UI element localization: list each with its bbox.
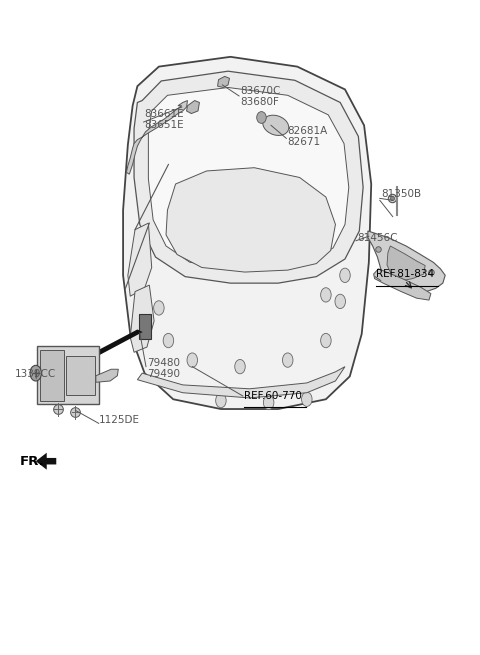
Text: 1339CC: 1339CC: [15, 369, 56, 379]
Polygon shape: [71, 329, 143, 367]
Polygon shape: [187, 100, 199, 113]
Polygon shape: [137, 367, 345, 398]
Text: 79480: 79480: [147, 358, 180, 368]
Text: 79490: 79490: [147, 369, 180, 379]
Polygon shape: [128, 223, 152, 296]
Polygon shape: [373, 269, 431, 300]
Polygon shape: [130, 285, 154, 352]
Bar: [66, 356, 96, 396]
Polygon shape: [387, 246, 425, 280]
Text: 83661E: 83661E: [144, 109, 184, 119]
Text: 83670C: 83670C: [240, 86, 280, 96]
Text: 82681A: 82681A: [288, 126, 328, 136]
Text: FR.: FR.: [20, 455, 44, 468]
Text: REF.60-770: REF.60-770: [244, 390, 302, 401]
Text: 83651E: 83651E: [144, 120, 184, 130]
Polygon shape: [166, 168, 336, 272]
Circle shape: [335, 294, 346, 309]
Polygon shape: [123, 57, 371, 409]
Circle shape: [340, 268, 350, 282]
Circle shape: [30, 365, 41, 381]
Text: 81350B: 81350B: [381, 189, 421, 199]
Text: REF.81-834: REF.81-834: [376, 269, 434, 279]
Bar: [39, 350, 64, 401]
Polygon shape: [126, 100, 188, 174]
Circle shape: [163, 333, 174, 348]
Text: 83680F: 83680F: [240, 97, 279, 107]
Bar: [139, 314, 151, 339]
Circle shape: [282, 353, 293, 367]
Polygon shape: [148, 88, 349, 267]
Circle shape: [264, 396, 274, 409]
Text: 82671: 82671: [288, 138, 321, 147]
Circle shape: [321, 288, 331, 302]
Ellipse shape: [257, 111, 266, 123]
Text: 1125DE: 1125DE: [99, 415, 140, 425]
Polygon shape: [368, 231, 445, 291]
Circle shape: [301, 392, 312, 406]
Circle shape: [321, 333, 331, 348]
Circle shape: [154, 301, 164, 315]
Circle shape: [235, 360, 245, 374]
Polygon shape: [217, 77, 229, 88]
Circle shape: [216, 394, 226, 407]
Bar: [37, 346, 99, 404]
Ellipse shape: [263, 115, 289, 136]
Text: 81456C: 81456C: [357, 233, 397, 243]
Polygon shape: [134, 71, 363, 283]
Circle shape: [187, 353, 198, 367]
Polygon shape: [36, 453, 56, 470]
Polygon shape: [96, 369, 118, 383]
